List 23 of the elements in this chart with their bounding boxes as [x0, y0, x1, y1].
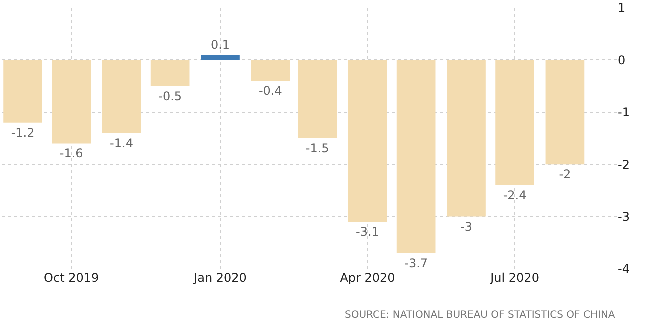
- x-tick-label: Apr 2020: [340, 271, 396, 285]
- data-label: -3.1: [356, 225, 380, 240]
- data-label: -1.6: [60, 146, 84, 161]
- y-tick-label: 1: [618, 1, 626, 16]
- data-label: -0.4: [258, 84, 282, 98]
- data-label: -3.7: [404, 256, 428, 270]
- data-label: 0.1: [210, 38, 230, 52]
- y-tick-label: -4: [618, 262, 630, 276]
- x-tick-label: Oct 2019: [44, 271, 100, 285]
- y-tick-label: -1: [618, 106, 630, 120]
- data-label: -2.4: [503, 188, 527, 202]
- y-tick-label: -3: [618, 210, 630, 224]
- data-label: -0.5: [158, 89, 182, 104]
- data-label: -1.5: [306, 142, 330, 156]
- source-note: SOURCE: NATIONAL BUREAU OF STATISTICS OF CHINA: [345, 310, 616, 321]
- x-tick-label: Jul 2020: [490, 271, 540, 285]
- data-label: -1.4: [110, 136, 134, 150]
- y-tick-label: -2: [618, 158, 630, 172]
- x-tick-label: Jan 2020: [193, 271, 247, 285]
- y-tick-label: 0: [618, 53, 626, 68]
- data-label: -3: [460, 220, 472, 234]
- data-label: -1.2: [11, 126, 35, 140]
- data-label: -2: [559, 168, 572, 182]
